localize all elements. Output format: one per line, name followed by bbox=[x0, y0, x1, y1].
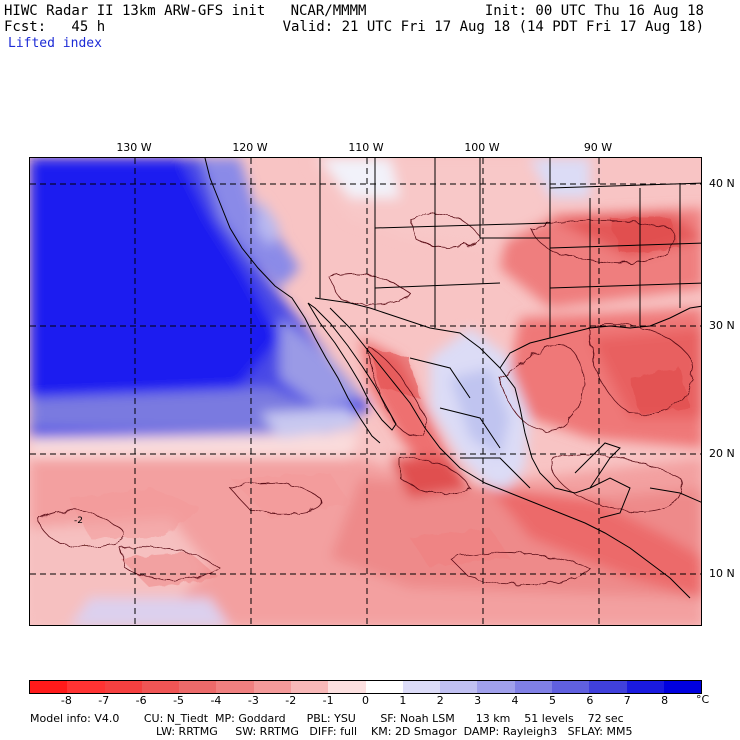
colorbar-tick-label: 0 bbox=[362, 694, 369, 707]
contour-label: -2 bbox=[74, 516, 83, 526]
colorbar-tick-label: -2 bbox=[285, 694, 297, 707]
colorbar-swatch bbox=[663, 681, 702, 693]
colorbar-swatch bbox=[290, 681, 329, 693]
colorbar-swatch bbox=[30, 681, 68, 693]
colorbar-unit: °C bbox=[696, 693, 710, 706]
lat-label-30n: 30 N bbox=[709, 319, 735, 332]
lifted-index-map: -2 bbox=[29, 157, 702, 626]
lon-label-120w: 120 W bbox=[232, 141, 268, 154]
colorbar-swatch bbox=[440, 681, 478, 693]
colorbar-swatch bbox=[328, 681, 366, 693]
forecast-hour: Fcst: 45 h bbox=[4, 19, 106, 35]
colorbar-tick-label: -3 bbox=[247, 694, 259, 707]
colorbar-tick-label: -8 bbox=[60, 694, 72, 707]
lat-label-40n: 40 N bbox=[709, 177, 735, 190]
map-canvas: -2 bbox=[30, 158, 701, 625]
colorbar-tick-label: 7 bbox=[623, 694, 631, 707]
lon-label-100w: 100 W bbox=[464, 141, 500, 154]
colorbar-tick-label: 5 bbox=[548, 694, 556, 707]
colorbar-swatch bbox=[477, 681, 515, 693]
colorbar-swatch bbox=[216, 681, 254, 693]
valid-time: Valid: 21 UTC Fri 17 Aug 18 (14 PDT Fri … bbox=[282, 19, 704, 35]
colorbar-swatch bbox=[589, 681, 627, 693]
contour-lines bbox=[39, 213, 693, 585]
colorbar-swatch bbox=[67, 681, 105, 693]
colorbar-tick-label: 8 bbox=[661, 694, 669, 707]
colorbar-tick-label: 4 bbox=[511, 694, 519, 707]
lat-lon-grid bbox=[30, 158, 701, 625]
model-info-line2: LW: RRTMG SW: RRTMG DIFF: full KM: 2D Sm… bbox=[156, 725, 633, 738]
colorbar-tick-label: -4 bbox=[210, 694, 222, 707]
colorbar-swatch bbox=[551, 681, 590, 693]
model-info-line1: Model info: V4.0 CU: N_Tiedt MP: Goddard… bbox=[30, 712, 624, 725]
colorbar-swatch bbox=[402, 681, 441, 693]
colorbar-tick-label: 3 bbox=[474, 694, 482, 707]
colorbar-tick-label: 6 bbox=[586, 694, 594, 707]
colorbar-tick-label: -1 bbox=[322, 694, 334, 707]
lon-label-90w: 90 W bbox=[583, 141, 613, 154]
colorbar bbox=[29, 680, 702, 694]
colorbar-swatch bbox=[179, 681, 217, 693]
lat-label-10n: 10 N bbox=[709, 567, 735, 580]
init-time: Init: 00 UTC Thu 16 Aug 18 bbox=[484, 3, 704, 19]
colorbar-swatch bbox=[365, 681, 403, 693]
colorbar-swatch bbox=[514, 681, 552, 693]
coastlines-borders bbox=[204, 158, 701, 599]
colorbar-swatch bbox=[253, 681, 291, 693]
colorbar-tick-label: -7 bbox=[98, 694, 110, 707]
colorbar-tick-label: 1 bbox=[399, 694, 407, 707]
colorbar-swatch bbox=[626, 681, 664, 693]
lat-label-20n: 20 N bbox=[709, 447, 735, 460]
model-title: HIWC Radar II 13km ARW-GFS init NCAR/MMM… bbox=[4, 3, 367, 19]
colorbar-tick-label: -6 bbox=[135, 694, 147, 707]
colorbar-tick-label: -5 bbox=[173, 694, 185, 707]
colorbar-tick-label: 2 bbox=[436, 694, 444, 707]
lon-label-130w: 130 W bbox=[116, 141, 152, 154]
colorbar-swatch bbox=[141, 681, 180, 693]
colorbar-swatch bbox=[104, 681, 142, 693]
field-name: Lifted index bbox=[8, 36, 102, 51]
lon-label-110w: 110 W bbox=[348, 141, 384, 154]
